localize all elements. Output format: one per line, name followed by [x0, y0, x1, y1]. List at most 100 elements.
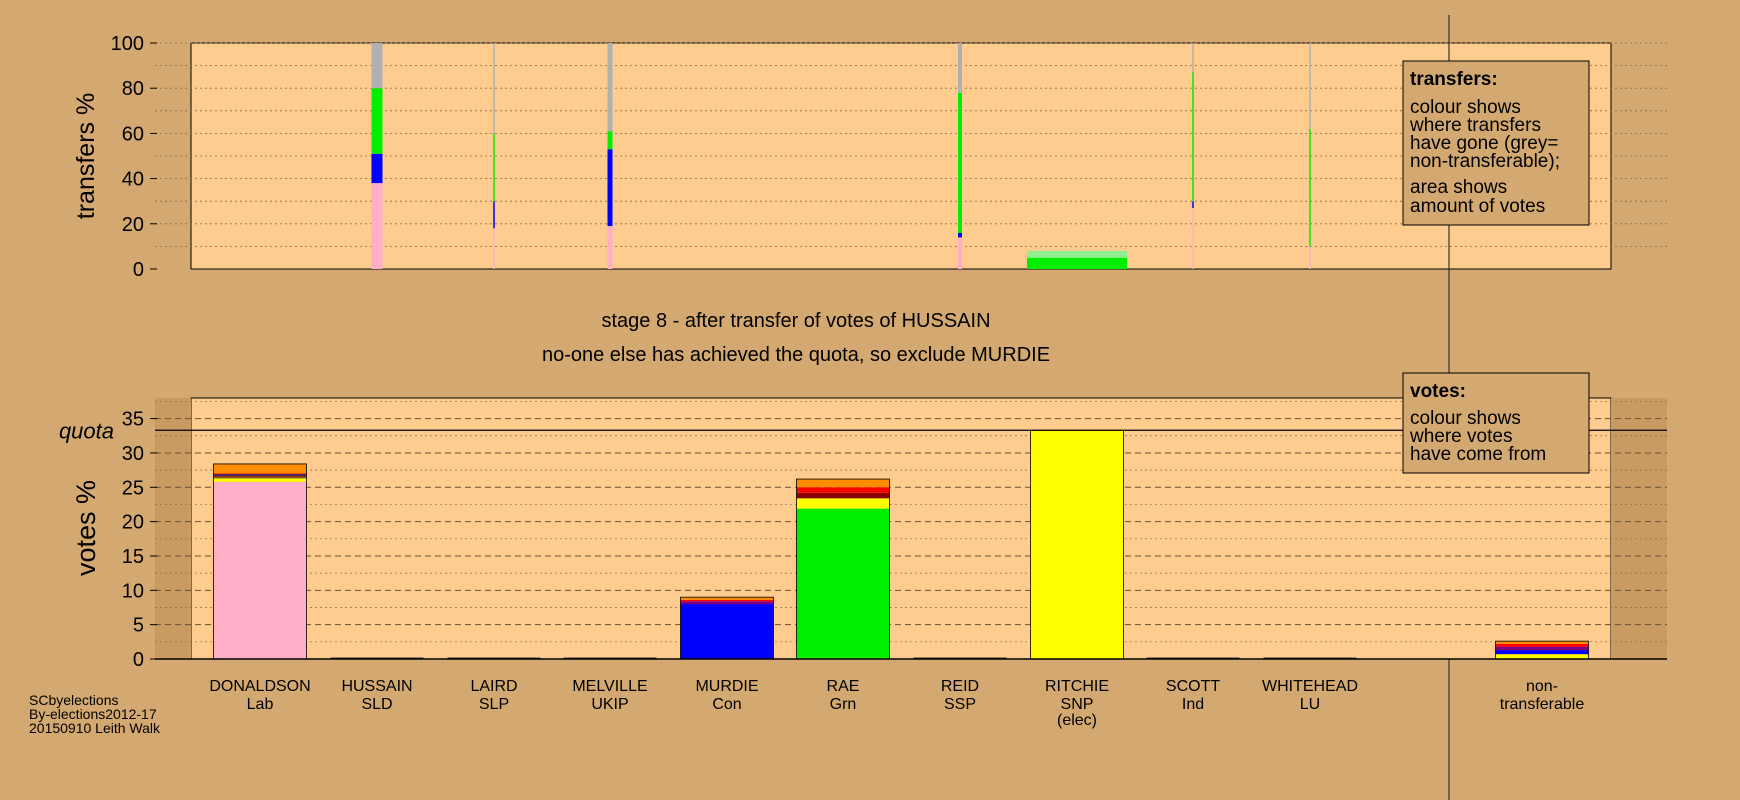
candidate-party: SSP	[944, 696, 976, 713]
source-footer: SCbyelections By-elections2012-17 201509…	[29, 692, 161, 736]
transfers-y-axis-label: transfers %	[72, 93, 100, 219]
candidate-name: REID	[941, 678, 979, 695]
vote-segment	[680, 597, 774, 600]
transfers-tick-label: 40	[122, 169, 144, 191]
candidate-name: SCOTT	[1166, 678, 1220, 695]
votes-tick-label: 10	[122, 580, 144, 602]
votes-tick-label: 35	[122, 409, 144, 431]
transfer-segment	[958, 232, 962, 238]
transfer-segment	[493, 133, 495, 202]
transfers-tick-label: 100	[111, 33, 144, 55]
transfer-segment	[1192, 201, 1194, 208]
votes-tick-label: 20	[122, 512, 144, 534]
candidate-name: DONALDSON	[209, 678, 310, 695]
vote-segment	[680, 601, 774, 605]
candidate-name: MELVILLE	[572, 678, 647, 695]
transfers-bars	[371, 43, 1311, 269]
candidate-name: MURDIE	[695, 678, 758, 695]
votes-legend-box	[1402, 372, 1590, 474]
stage-subtitle: no-one else has achieved the quota, so e…	[542, 344, 1050, 366]
votes-right-margin-shade	[1611, 398, 1667, 659]
vote-segment	[213, 475, 307, 479]
vote-segment	[796, 508, 890, 659]
votes-legend-title: votes:	[1410, 381, 1466, 402]
transfer-segment	[493, 43, 495, 134]
vote-segment	[213, 463, 307, 474]
transfers-legend-line: colour shows	[1410, 97, 1521, 118]
votes-bars	[213, 429, 1589, 660]
transfer-segment	[371, 88, 383, 154]
transfers-legend-line: amount of votes	[1410, 196, 1545, 217]
vote-segment	[1495, 641, 1589, 644]
transfer-segment	[371, 153, 383, 184]
stage-title: stage 8 - after transfer of votes of HUS…	[601, 310, 990, 332]
transfers-tick-label: 60	[122, 123, 144, 145]
candidate-name: LAIRD	[470, 678, 517, 695]
votes-tick-label: 30	[122, 443, 144, 465]
transfers-legend: transfers: colour shows where transfers …	[1402, 60, 1590, 226]
candidate-party: SLD	[361, 696, 392, 713]
vote-segment	[213, 481, 307, 659]
transfer-segment	[1309, 246, 1311, 269]
transfer-segment	[1309, 128, 1311, 247]
transfers-legend-line: have gone (grey=	[1410, 133, 1558, 154]
vote-segment	[1495, 643, 1589, 647]
votes-tick-label: 15	[122, 546, 144, 568]
transfers-legend-line: where transfers	[1409, 115, 1541, 136]
candidate-party: LU	[1300, 696, 1320, 713]
votes-panel: 0 5 10 15 20 25 30 35 quota votes %	[59, 397, 1667, 671]
votes-tick-label: 5	[133, 615, 144, 637]
transfer-segment	[1192, 207, 1194, 269]
candidate-party: Lab	[247, 696, 274, 713]
transfers-tick-label: 20	[122, 214, 144, 236]
candidate-party: Grn	[830, 696, 857, 713]
candidate-name: RAE	[827, 678, 860, 695]
candidate-name: WHITEHEAD	[1262, 678, 1358, 695]
vote-segment	[680, 599, 774, 602]
transfer-segment	[1027, 257, 1127, 269]
transfer-segment	[1027, 250, 1127, 258]
vote-segment	[213, 478, 307, 482]
vote-segment	[680, 604, 774, 659]
candidate-party: Con	[712, 696, 741, 713]
footer-line: By-elections2012-17	[29, 706, 157, 722]
transfer-segment	[1309, 43, 1311, 129]
candidate-party: SLP	[479, 696, 509, 713]
transfer-segment	[607, 149, 613, 227]
vote-segment	[796, 487, 890, 493]
candidate-note: (elec)	[1057, 712, 1097, 729]
transfer-segment	[493, 228, 495, 269]
transfer-segment	[958, 43, 962, 93]
votes-y-axis-label: votes %	[71, 480, 101, 576]
transfer-segment	[371, 43, 383, 89]
transfer-segment	[493, 201, 495, 229]
vote-segment	[1495, 646, 1589, 651]
transfers-legend-line: area shows	[1410, 177, 1507, 198]
footer-line: SCbyelections	[29, 692, 119, 708]
candidate-party: Ind	[1182, 696, 1204, 713]
votes-tick-label: 25	[122, 477, 144, 499]
transfer-segment	[607, 43, 613, 132]
votes-left-margin-shade	[155, 398, 191, 659]
transfer-segment	[607, 226, 613, 269]
vote-segment	[1030, 430, 1124, 659]
candidate-name: HUSSAIN	[341, 678, 412, 695]
transfer-segment	[1192, 72, 1194, 202]
votes-legend-line: have come from	[1410, 444, 1546, 465]
votes-plot-area	[190, 397, 1612, 660]
transfers-panel: 0 20 40 60 80 100 transfers %	[72, 33, 1667, 281]
votes-tick-label: 0	[133, 649, 144, 671]
vote-segment	[1495, 650, 1589, 655]
transfers-tick-label: 80	[122, 78, 144, 100]
transfers-legend-box	[1402, 60, 1590, 226]
vote-segment	[213, 473, 307, 475]
votes-legend-line: where votes	[1409, 426, 1512, 447]
transfers-legend-line: non-transferable);	[1410, 151, 1560, 172]
vote-segment	[213, 474, 307, 476]
transfer-segment	[1192, 43, 1194, 73]
candidate-party: SNP	[1061, 696, 1094, 713]
transfer-segment	[607, 131, 613, 150]
votes-y-ticks: 0 5 10 15 20 25 30 35	[122, 409, 157, 671]
quota-label: quota	[59, 418, 114, 443]
